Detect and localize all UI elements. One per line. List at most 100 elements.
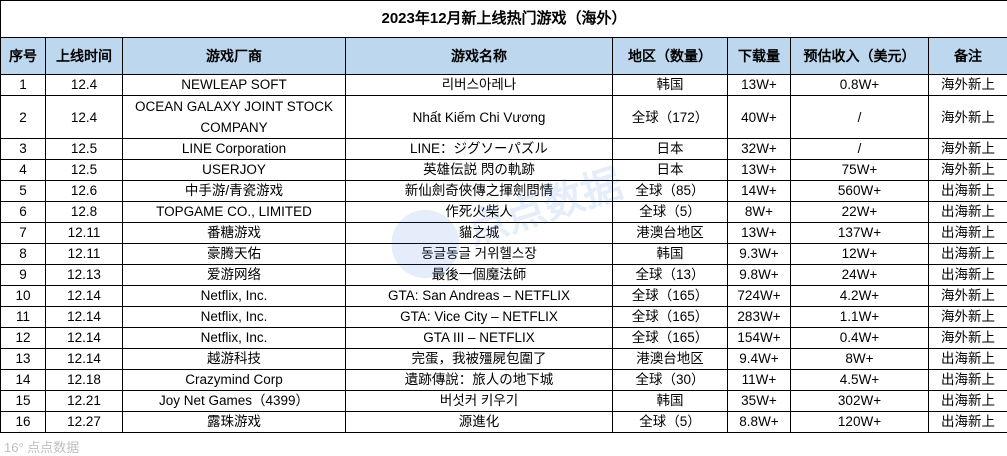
cell-game-name: 最後一個魔法師 xyxy=(345,264,613,286)
cell-launch-date: 12.8 xyxy=(45,201,123,223)
cell-index: 6 xyxy=(0,201,46,223)
header-row: 序号 上线时间 游戏厂商 游戏名称 地区（数量） 下载量 预估收入（美元） 备注 xyxy=(0,37,1007,75)
cell-revenue: 12W+ xyxy=(790,243,929,265)
cell-index: 1 xyxy=(0,74,46,96)
table-title: 2023年12月新上线热门游戏（海外） xyxy=(0,0,1007,38)
cell-revenue: / xyxy=(790,138,929,160)
table-row: 15 12.21 Joy Net Games（4399） 버섯커 키우기 韩国 35W+ 3… xyxy=(0,390,1007,412)
cell-launch-date: 12.6 xyxy=(45,180,123,202)
cell-downloads: 9.3W+ xyxy=(727,243,791,265)
header-index: 序号 xyxy=(0,37,46,75)
cell-revenue: 75W+ xyxy=(790,159,929,181)
cell-launch-date: 12.14 xyxy=(45,285,123,307)
cell-note: 出海新上 xyxy=(927,348,1007,370)
table-row: 7 12.11 番糖游戏 貓之城 港澳台地区 13W+ 137W+ 出海新上 xyxy=(0,222,1007,244)
cell-downloads: 14W+ xyxy=(727,180,791,202)
cell-note: 出海新上 xyxy=(927,243,1007,265)
cell-downloads: 13W+ xyxy=(727,222,791,244)
header-downloads: 下载量 xyxy=(727,37,791,75)
cell-revenue: 4.2W+ xyxy=(790,285,929,307)
cell-index: 5 xyxy=(0,180,46,202)
cell-index: 12 xyxy=(0,327,46,349)
cell-revenue: 1.1W+ xyxy=(790,306,929,328)
cell-launch-date: 12.11 xyxy=(45,243,123,265)
cell-game-name: 作死火柴人 xyxy=(345,201,613,223)
header-launch-date: 上线时间 xyxy=(45,37,123,75)
cell-launch-date: 12.5 xyxy=(45,159,123,181)
cell-index: 3 xyxy=(0,138,46,160)
cell-game-name: 新仙劍奇俠傳之揮劍問情 xyxy=(345,180,613,202)
cell-region: 韩国 xyxy=(612,243,728,265)
cell-region: 日本 xyxy=(612,138,728,160)
cell-note: 出海新上 xyxy=(927,390,1007,412)
cell-downloads: 13W+ xyxy=(727,159,791,181)
cell-index: 11 xyxy=(0,306,46,328)
cell-launch-date: 12.21 xyxy=(45,390,123,412)
cell-index: 14 xyxy=(0,369,46,391)
cell-region: 全球（165） xyxy=(612,285,728,307)
table-row: 2 12.4 OCEAN GALAXY JOINT STOCK COMPANY Nhấ… xyxy=(0,95,1007,139)
cell-region: 韩国 xyxy=(612,390,728,412)
cell-note: 出海新上 xyxy=(927,222,1007,244)
cell-region: 港澳台地区 xyxy=(612,222,728,244)
table-row: 12 12.14 Netflix, Inc. GTA III – NETFLIX 全球（… xyxy=(0,327,1007,349)
cell-launch-date: 12.4 xyxy=(45,95,123,139)
cell-region: 全球（165） xyxy=(612,306,728,328)
cell-launch-date: 12.11 xyxy=(45,222,123,244)
cell-revenue: / xyxy=(790,95,929,139)
cell-downloads: 40W+ xyxy=(727,95,791,139)
cell-note: 出海新上 xyxy=(927,180,1007,202)
cell-note: 出海新上 xyxy=(927,411,1007,433)
cell-region: 全球（30） xyxy=(612,369,728,391)
table-row: 13 12.14 越游科技 完蛋，我被殭屍包圍了 港澳台地区 9.4W+ 8W+ 出海新上 xyxy=(0,348,1007,370)
cell-launch-date: 12.13 xyxy=(45,264,123,286)
cell-revenue: 137W+ xyxy=(790,222,929,244)
cell-publisher: Joy Net Games（4399） xyxy=(122,390,346,412)
cell-downloads: 11W+ xyxy=(727,369,791,391)
cell-downloads: 9.8W+ xyxy=(727,264,791,286)
cell-revenue: 22W+ xyxy=(790,201,929,223)
cell-game-name: GTA: San Andreas – NETFLIX xyxy=(345,285,613,307)
cell-region: 全球（172） xyxy=(612,95,728,139)
cell-launch-date: 12.5 xyxy=(45,138,123,160)
cell-note: 海外新上 xyxy=(927,74,1007,96)
cell-downloads: 9.4W+ xyxy=(727,348,791,370)
cell-downloads: 35W+ xyxy=(727,390,791,412)
cell-launch-date: 12.4 xyxy=(45,74,123,96)
cell-publisher: Netflix, Inc. xyxy=(122,285,346,307)
cell-index: 9 xyxy=(0,264,46,286)
cell-downloads: 8W+ xyxy=(727,201,791,223)
cell-region: 日本 xyxy=(612,159,728,181)
cell-index: 2 xyxy=(0,95,46,139)
table-row: 16 12.27 露珠游戏 源進化 全球（5） 8.8W+ 120W+ 出海新上 xyxy=(0,411,1007,433)
cell-game-name: LINE：ジグソーパズル xyxy=(345,138,613,160)
cell-index: 8 xyxy=(0,243,46,265)
table-body: 1 12.4 NEWLEAP SOFT 리버스아레나 韩国 13W+ 0.8W+ 海外新上 2 1… xyxy=(0,74,1007,433)
cell-region: 全球（165） xyxy=(612,327,728,349)
cell-game-name: GTA III – NETFLIX xyxy=(345,327,613,349)
cell-publisher: 豪腾天佑 xyxy=(122,243,346,265)
cell-index: 16 xyxy=(0,411,46,433)
cell-index: 7 xyxy=(0,222,46,244)
cell-index: 10 xyxy=(0,285,46,307)
games-table: 2023年12月新上线热门游戏（海外） 序号 上线时间 游戏厂商 游戏名称 地区（数量）… xyxy=(0,0,1007,433)
cell-launch-date: 12.27 xyxy=(45,411,123,433)
table-row: 9 12.13 爱游网络 最後一個魔法師 全球（13） 9.8W+ 24W+ 出海新上 xyxy=(0,264,1007,286)
cell-note: 海外新上 xyxy=(927,95,1007,139)
cell-revenue: 560W+ xyxy=(790,180,929,202)
cell-launch-date: 12.18 xyxy=(45,369,123,391)
cell-index: 15 xyxy=(0,390,46,412)
cell-revenue: 0.8W+ xyxy=(790,74,929,96)
table-row: 6 12.8 TOPGAME CO., LIMITED 作死火柴人 全球（5） 8W+ 22… xyxy=(0,201,1007,223)
table-row: 8 12.11 豪腾天佑 동글동글 거위헬스장 韩国 9.3W+ 12W+ 出海新上 xyxy=(0,243,1007,265)
cell-revenue: 24W+ xyxy=(790,264,929,286)
cell-publisher: Netflix, Inc. xyxy=(122,306,346,328)
cell-game-name: GTA: Vice City – NETFLIX xyxy=(345,306,613,328)
cell-index: 13 xyxy=(0,348,46,370)
table-row: 11 12.14 Netflix, Inc. GTA: Vice City – NET… xyxy=(0,306,1007,328)
header-revenue: 预估收入（美元） xyxy=(790,37,929,75)
header-note: 备注 xyxy=(927,37,1007,75)
header-publisher: 游戏厂商 xyxy=(122,37,346,75)
cell-region: 全球（5） xyxy=(612,201,728,223)
cell-publisher: 番糖游戏 xyxy=(122,222,346,244)
